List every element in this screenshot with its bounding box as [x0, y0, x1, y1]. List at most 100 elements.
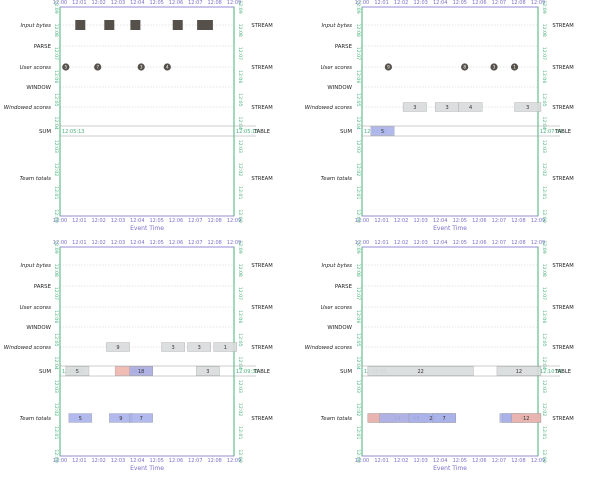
proc-tick-left: 12:02 [355, 163, 361, 176]
time-tick-top: 12:09 [227, 240, 241, 246]
time-tick-top: 12:07 [188, 0, 202, 6]
proc-tick-left: 12:00 [355, 209, 361, 222]
window-pane-label: 3 [172, 345, 175, 351]
time-tick-top: 12:00 [355, 240, 369, 246]
watermark-right: 12:05:13 [236, 129, 258, 135]
window-pane-label: 22 [417, 369, 423, 375]
time-tick-top: 12:05 [453, 240, 467, 246]
time-tick-top: 12:06 [169, 240, 183, 246]
stage-label-user: User scores [20, 65, 52, 71]
proc-tick-right: 12:06 [541, 70, 547, 83]
stage-label-window: WINDOW [327, 325, 352, 331]
proc-tick-right: 12:01 [237, 426, 243, 439]
proc-tick-left: 12:09 [355, 0, 361, 13]
stage-label-windowed: Windowed scores [305, 105, 352, 111]
axis-title: Event Time [433, 465, 467, 472]
time-tick-top: 12:07 [492, 240, 506, 246]
proc-tick-left: 12:03 [53, 380, 59, 393]
time-tick-bottom: 12:05 [149, 218, 163, 224]
time-tick-top: 12:06 [472, 240, 486, 246]
window-pane-mark [106, 342, 130, 352]
proc-tick-right: 12:05 [237, 333, 243, 346]
proc-tick-left: 12:01 [355, 426, 361, 439]
score-circle-mark [137, 63, 145, 71]
proc-tick-right: 12:04 [541, 356, 547, 369]
proc-tick-right: 12:04 [541, 116, 547, 129]
time-tick-top: 12:09 [531, 240, 545, 246]
stage-label-input: Input bytes [321, 23, 352, 29]
time-tick-top: 12:01 [374, 0, 388, 6]
time-tick-top: 12:08 [207, 0, 221, 6]
stage-label-team: Team totals [20, 176, 52, 182]
stage-label-windowed: Windowed scores [4, 105, 51, 111]
panel-frame [59, 6, 235, 217]
time-tick-top: 12:02 [394, 240, 408, 246]
proc-tick-right: 12:06 [237, 310, 243, 323]
proc-tick-left: 12:04 [355, 356, 361, 369]
kind-label-user: STREAM [251, 65, 272, 71]
stage-label-user: User scores [321, 305, 353, 311]
axis-title: Event Time [433, 225, 467, 232]
time-tick-top: 12:08 [511, 240, 525, 246]
window-pane-mark [196, 366, 220, 376]
stage-label-window: WINDOW [327, 85, 352, 91]
proc-tick-right: 12:09 [541, 240, 547, 253]
panel-top-left: 12:0012:0012:0112:0112:0212:0212:0312:03… [4, 0, 273, 232]
score-circle-mark [62, 63, 70, 71]
stage-label-team: Team totals [321, 176, 353, 182]
window-pane-label: 5 [79, 416, 82, 422]
axis-title: Event Time [130, 465, 164, 472]
time-tick-bottom: 12:03 [413, 458, 427, 464]
window-pane-mark [370, 126, 395, 136]
watermark-left: 12:05:13 [62, 129, 84, 135]
proc-tick-right: 12:08 [237, 24, 243, 37]
kind-label-sum: TABLE [253, 369, 270, 375]
stage-label-windowed: Windowed scores [4, 345, 51, 351]
kind-label-team: STREAM [552, 176, 573, 182]
kind-label-input: STREAM [552, 23, 573, 29]
time-tick-top: 12:00 [355, 0, 369, 6]
kind-label-windowed: STREAM [552, 345, 573, 351]
time-tick-bottom: 12:04 [130, 458, 144, 464]
window-pane-label: 3 [445, 105, 448, 111]
window-pane-label: 3 [526, 105, 529, 111]
time-tick-top: 12:09 [227, 0, 241, 6]
kind-label-input: STREAM [552, 263, 573, 269]
proc-tick-right: 12:08 [541, 264, 547, 277]
proc-tick-left: 12:08 [355, 24, 361, 37]
proc-tick-right: 12:05 [237, 93, 243, 106]
proc-tick-right: 12:09 [237, 240, 243, 253]
time-tick-bottom: 12:09 [227, 218, 241, 224]
proc-tick-right: 12:03 [237, 380, 243, 393]
proc-tick-left: 12:08 [53, 24, 59, 37]
kind-label-team: STREAM [251, 176, 272, 182]
proc-tick-right: 12:07 [237, 287, 243, 300]
window-pane-label: 18 [138, 369, 144, 375]
window-pane-label: 5 [381, 129, 384, 135]
window-pane-mark [161, 342, 185, 352]
proc-tick-left: 12:03 [355, 380, 361, 393]
time-tick-top: 12:09 [531, 0, 545, 6]
time-tick-top: 12:03 [111, 0, 125, 6]
proc-tick-left: 12:09 [355, 240, 361, 253]
stage-label-input: Input bytes [20, 263, 51, 269]
time-tick-top: 12:06 [472, 0, 486, 6]
proc-tick-left: 12:01 [53, 186, 59, 199]
proc-tick-left: 12:00 [53, 209, 59, 222]
proc-tick-left: 12:03 [355, 140, 361, 153]
proc-tick-right: 12:02 [541, 163, 547, 176]
proc-tick-left: 12:06 [355, 70, 361, 83]
time-tick-bottom: 12:06 [169, 458, 183, 464]
window-pane-mark [432, 413, 457, 423]
stage-label-sum: SUM [340, 369, 352, 375]
proc-tick-left: 12:07 [53, 47, 59, 60]
kind-label-sum: TABLE [554, 129, 571, 135]
score-circle-label: 5 [64, 65, 67, 70]
stage-label-team: Team totals [20, 416, 52, 422]
proc-tick-right: 12:02 [237, 163, 243, 176]
proc-tick-right: 12:05 [541, 333, 547, 346]
time-tick-top: 12:03 [111, 240, 125, 246]
score-circle-label: 4 [166, 65, 169, 70]
time-tick-bottom: 12:03 [111, 218, 125, 224]
